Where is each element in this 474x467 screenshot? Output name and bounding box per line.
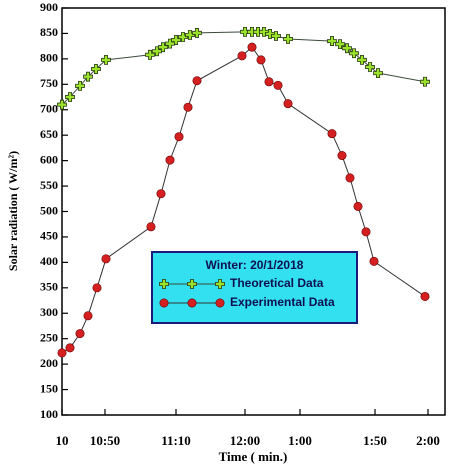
circle-marker — [237, 51, 247, 61]
plot-frame — [61, 7, 446, 416]
y-tick-label: 250 — [40, 330, 58, 344]
x-tick-label: 10 — [56, 433, 69, 448]
plus-marker — [101, 54, 111, 65]
plus-marker — [65, 92, 75, 102]
circle-marker — [283, 99, 293, 109]
circle-marker — [83, 311, 93, 321]
circle-marker — [337, 151, 347, 161]
plus-marker — [259, 27, 269, 37]
circle-marker — [146, 222, 156, 232]
y-tick-label: 300 — [40, 305, 58, 319]
legend-label: Theoretical Data — [230, 276, 324, 290]
plus-marker — [178, 32, 188, 42]
plus-marker — [145, 49, 155, 60]
circle-marker — [369, 256, 379, 266]
circle-marker — [159, 298, 169, 308]
plus-marker — [75, 80, 85, 91]
circle-marker — [247, 42, 257, 52]
x-tick-label: 10:50 — [90, 433, 120, 448]
plus-marker — [349, 48, 359, 59]
circle-marker — [174, 132, 184, 142]
circle-marker — [183, 102, 193, 112]
plus-marker — [158, 42, 168, 53]
circle-marker — [192, 76, 202, 86]
circle-marker — [361, 227, 371, 237]
x-tick-label: 12:00 — [230, 433, 260, 448]
plus-marker — [57, 99, 67, 110]
circle-marker — [327, 129, 337, 139]
plus-marker — [283, 34, 293, 44]
legend-title: Winter: 20/1/2018 — [206, 258, 304, 272]
y-tick-label: 400 — [40, 254, 58, 268]
x-axis-label: Time ( min.) — [219, 449, 288, 464]
legend-box — [151, 251, 358, 324]
y-tick-label: 500 — [40, 203, 58, 217]
plus-marker — [420, 76, 430, 87]
plus-marker — [187, 279, 197, 289]
y-tick-label: 550 — [40, 178, 58, 192]
circle-marker — [215, 298, 225, 308]
legend-label: Experimental Data — [230, 295, 335, 309]
x-tick-label: 11:10 — [161, 433, 191, 448]
circle-marker — [92, 283, 102, 293]
plus-marker — [271, 31, 281, 41]
y-tick-label: 900 — [40, 0, 58, 14]
x-tick-label: 1:50 — [363, 433, 387, 448]
legend: Winter: 20/1/2018 Theoretical Data Experim… — [151, 251, 358, 324]
y-tick-label: 850 — [40, 25, 58, 39]
plus-marker — [265, 29, 275, 39]
y-tick-label: 750 — [40, 76, 58, 90]
y-axis-label: Solar radiation ( W/m²) — [6, 151, 20, 271]
plus-marker — [240, 27, 250, 37]
circle-marker — [65, 343, 75, 353]
circle-marker — [165, 155, 175, 165]
circle-marker — [75, 329, 85, 339]
plus-marker — [159, 279, 169, 289]
y-tick-label: 350 — [40, 280, 58, 294]
circle-marker — [187, 298, 197, 308]
plus-marker — [373, 68, 383, 79]
circle-marker — [256, 55, 266, 65]
circle-marker — [57, 348, 67, 358]
circle-marker — [420, 291, 430, 301]
circle-marker — [264, 77, 274, 87]
circle-marker — [273, 80, 283, 90]
circle-marker — [345, 173, 355, 183]
plus-marker — [342, 43, 352, 54]
y-tick-label: 150 — [40, 381, 58, 395]
x-tick-label: 1:00 — [288, 433, 312, 448]
y-tick-label: 100 — [40, 407, 58, 421]
plus-marker — [192, 28, 202, 38]
y-tick-label: 800 — [40, 51, 58, 65]
y-tick-label: 450 — [40, 229, 58, 243]
y-tick-label: 700 — [40, 102, 58, 116]
plus-marker — [152, 46, 162, 57]
plus-marker — [83, 71, 93, 82]
plus-marker — [215, 279, 225, 289]
y-tick-label: 650 — [40, 127, 58, 141]
plus-marker — [91, 64, 101, 74]
x-tick-label: 2:00 — [416, 433, 440, 448]
plus-marker — [185, 30, 195, 40]
plus-marker — [365, 62, 375, 72]
plus-marker — [327, 36, 337, 46]
circle-marker — [101, 254, 111, 264]
plus-marker — [335, 39, 345, 50]
plus-marker — [357, 54, 367, 65]
circle-marker — [353, 201, 363, 211]
y-tick-label: 600 — [40, 152, 58, 166]
circle-marker — [156, 189, 166, 199]
plus-marker — [171, 35, 181, 45]
y-tick-label: 200 — [40, 356, 58, 370]
